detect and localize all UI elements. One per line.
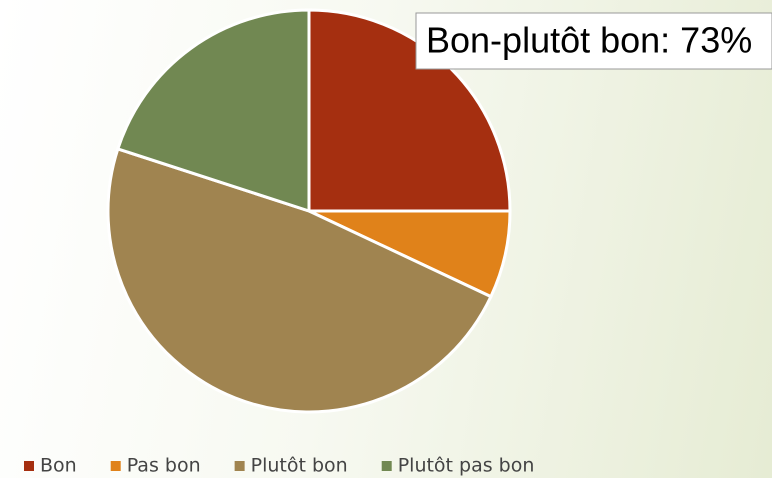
legend-swatch bbox=[110, 461, 121, 471]
pie-slice bbox=[115, 8, 311, 214]
pie bbox=[106, 8, 512, 414]
annotation-box bbox=[415, 12, 772, 70]
legend-label: Plutôt pas bon bbox=[398, 455, 535, 477]
legend-label: Bon bbox=[40, 455, 77, 477]
legend-label: Pas bon bbox=[127, 455, 201, 477]
annotation: Bon-plutôt bon: 73% bbox=[426, 20, 752, 61]
pie-slice bbox=[106, 146, 493, 414]
legend-swatch bbox=[234, 461, 245, 471]
legend: Bon Pas bon Plutôt bon Plutôt pas bon bbox=[24, 455, 534, 477]
legend-swatch bbox=[381, 461, 392, 471]
legend-swatch bbox=[24, 461, 34, 471]
legend-label: Plutôt bon bbox=[251, 455, 348, 477]
